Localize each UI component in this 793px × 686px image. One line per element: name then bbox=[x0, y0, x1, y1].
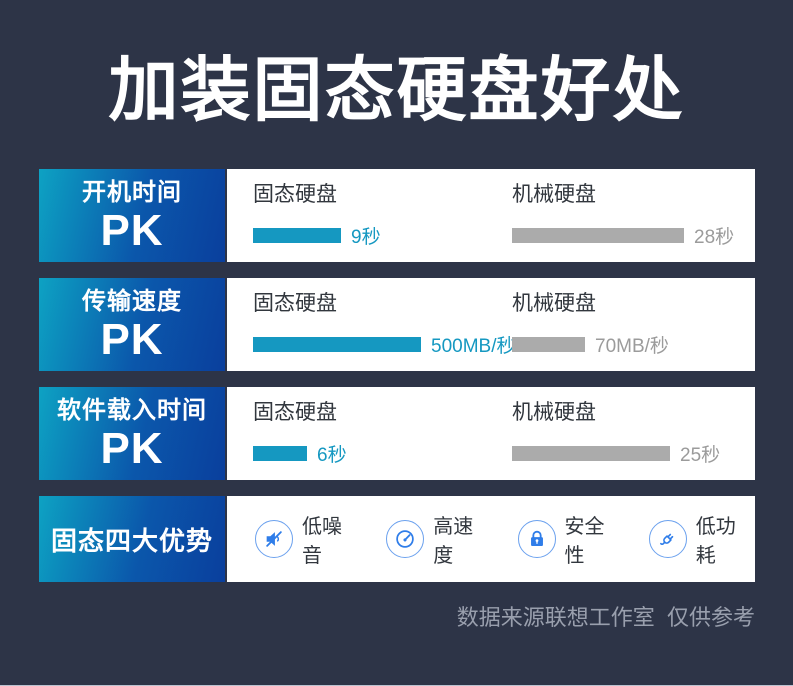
mute-speaker-icon bbox=[255, 520, 293, 558]
advantage-label: 高速度 bbox=[433, 516, 474, 567]
comparison-panel: 固态硬盘 6秒 机械硬盘 25秒 bbox=[227, 387, 755, 480]
ssd-bar bbox=[253, 446, 307, 461]
comparison-panel: 固态硬盘 9秒 机械硬盘 28秒 bbox=[227, 169, 755, 262]
advantage-low-power: 低功耗 bbox=[648, 510, 755, 568]
category-label: 传输速度 bbox=[82, 287, 182, 315]
hdd-bar bbox=[512, 337, 585, 352]
hdd-bar-row: 28秒 bbox=[512, 222, 734, 249]
page-title: 加装固态硬盘好处 bbox=[108, 51, 685, 129]
hdd-bar-row: 70MB/秒 bbox=[512, 331, 669, 358]
ssd-column: 固态硬盘 500MB/秒 bbox=[253, 291, 515, 358]
ssd-label: 固态硬盘 bbox=[253, 183, 337, 206]
advantages-panel: 低噪音 高速度 bbox=[227, 496, 755, 582]
hdd-column: 机械硬盘 28秒 bbox=[512, 182, 734, 249]
lock-icon bbox=[517, 520, 556, 558]
hdd-label: 机械硬盘 bbox=[512, 292, 596, 315]
power-plug-icon bbox=[648, 520, 687, 558]
advantage-label: 低功耗 bbox=[695, 516, 736, 567]
category-box: 开机时间 PK bbox=[39, 169, 225, 262]
hdd-bar-row: 25秒 bbox=[512, 440, 720, 467]
ssd-value: 500MB/秒 bbox=[431, 336, 516, 357]
advantage-low-noise: 低噪音 bbox=[255, 510, 361, 568]
speedometer-icon bbox=[386, 520, 425, 558]
hdd-label: 机械硬盘 bbox=[512, 183, 596, 206]
hdd-value: 28秒 bbox=[694, 227, 735, 248]
hdd-value: 25秒 bbox=[680, 445, 721, 466]
pk-label: PK bbox=[100, 205, 164, 255]
hdd-column: 机械硬盘 70MB/秒 bbox=[512, 291, 669, 358]
hdd-label: 机械硬盘 bbox=[512, 401, 596, 424]
pk-label: PK bbox=[100, 314, 164, 364]
advantages-row: 固态四大优势 低噪音 bbox=[39, 496, 755, 582]
data-source-note: 数据来源联想工作室 仅供参考 bbox=[456, 605, 755, 630]
ssd-label: 固态硬盘 bbox=[253, 401, 337, 424]
ssd-bar bbox=[253, 228, 341, 243]
hdd-bar bbox=[512, 446, 670, 461]
ssd-bar-row: 500MB/秒 bbox=[253, 331, 515, 358]
category-box: 固态四大优势 bbox=[39, 496, 225, 582]
ssd-value: 6秒 bbox=[317, 445, 347, 466]
ssd-column: 固态硬盘 9秒 bbox=[253, 182, 381, 249]
comparison-row-load-time: 软件载入时间 PK 固态硬盘 6秒 机械硬盘 25秒 bbox=[39, 387, 755, 480]
comparison-row-transfer-speed: 传输速度 PK 固态硬盘 500MB/秒 机械硬盘 70MB/秒 bbox=[39, 278, 755, 371]
comparison-rows: 开机时间 PK 固态硬盘 9秒 机械硬盘 28秒 传输速度 bbox=[39, 169, 755, 582]
ssd-bar-row: 9秒 bbox=[253, 222, 381, 249]
pk-label: PK bbox=[100, 423, 164, 473]
category-label: 软件载入时间 bbox=[57, 396, 207, 424]
advantages-title: 固态四大优势 bbox=[50, 525, 213, 556]
ssd-column: 固态硬盘 6秒 bbox=[253, 400, 347, 467]
hdd-column: 机械硬盘 25秒 bbox=[512, 400, 720, 467]
advantage-high-speed: 高速度 bbox=[386, 510, 492, 568]
category-box: 传输速度 PK bbox=[39, 278, 225, 371]
hdd-value: 70MB/秒 bbox=[595, 336, 669, 357]
advantage-security: 安全性 bbox=[517, 510, 624, 568]
ssd-value: 9秒 bbox=[351, 227, 381, 248]
hdd-bar bbox=[512, 228, 684, 243]
category-label: 开机时间 bbox=[82, 178, 182, 206]
advantage-label: 低噪音 bbox=[302, 516, 342, 567]
category-box: 软件载入时间 PK bbox=[39, 387, 225, 480]
comparison-row-boot-time: 开机时间 PK 固态硬盘 9秒 机械硬盘 28秒 bbox=[39, 169, 755, 262]
comparison-panel: 固态硬盘 500MB/秒 机械硬盘 70MB/秒 bbox=[227, 278, 755, 371]
ssd-bar-row: 6秒 bbox=[253, 440, 347, 467]
advantage-label: 安全性 bbox=[564, 516, 605, 567]
ssd-label: 固态硬盘 bbox=[253, 292, 337, 315]
ssd-bar bbox=[253, 337, 421, 352]
